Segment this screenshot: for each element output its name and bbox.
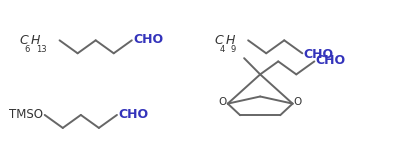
Text: C: C xyxy=(19,34,28,47)
Text: 13: 13 xyxy=(36,45,46,54)
Text: CHO: CHO xyxy=(133,33,163,46)
Text: C: C xyxy=(214,34,223,47)
Text: 6: 6 xyxy=(25,45,30,54)
Text: 9: 9 xyxy=(231,45,236,54)
Text: TMSO: TMSO xyxy=(9,108,43,121)
Text: CHO: CHO xyxy=(118,108,148,121)
Text: O: O xyxy=(293,97,301,107)
Text: H: H xyxy=(31,34,40,47)
Text: 4: 4 xyxy=(219,45,225,54)
Text: CHO: CHO xyxy=(316,54,346,67)
Text: CHO: CHO xyxy=(303,48,334,61)
Text: H: H xyxy=(225,34,235,47)
Text: O: O xyxy=(219,97,227,107)
